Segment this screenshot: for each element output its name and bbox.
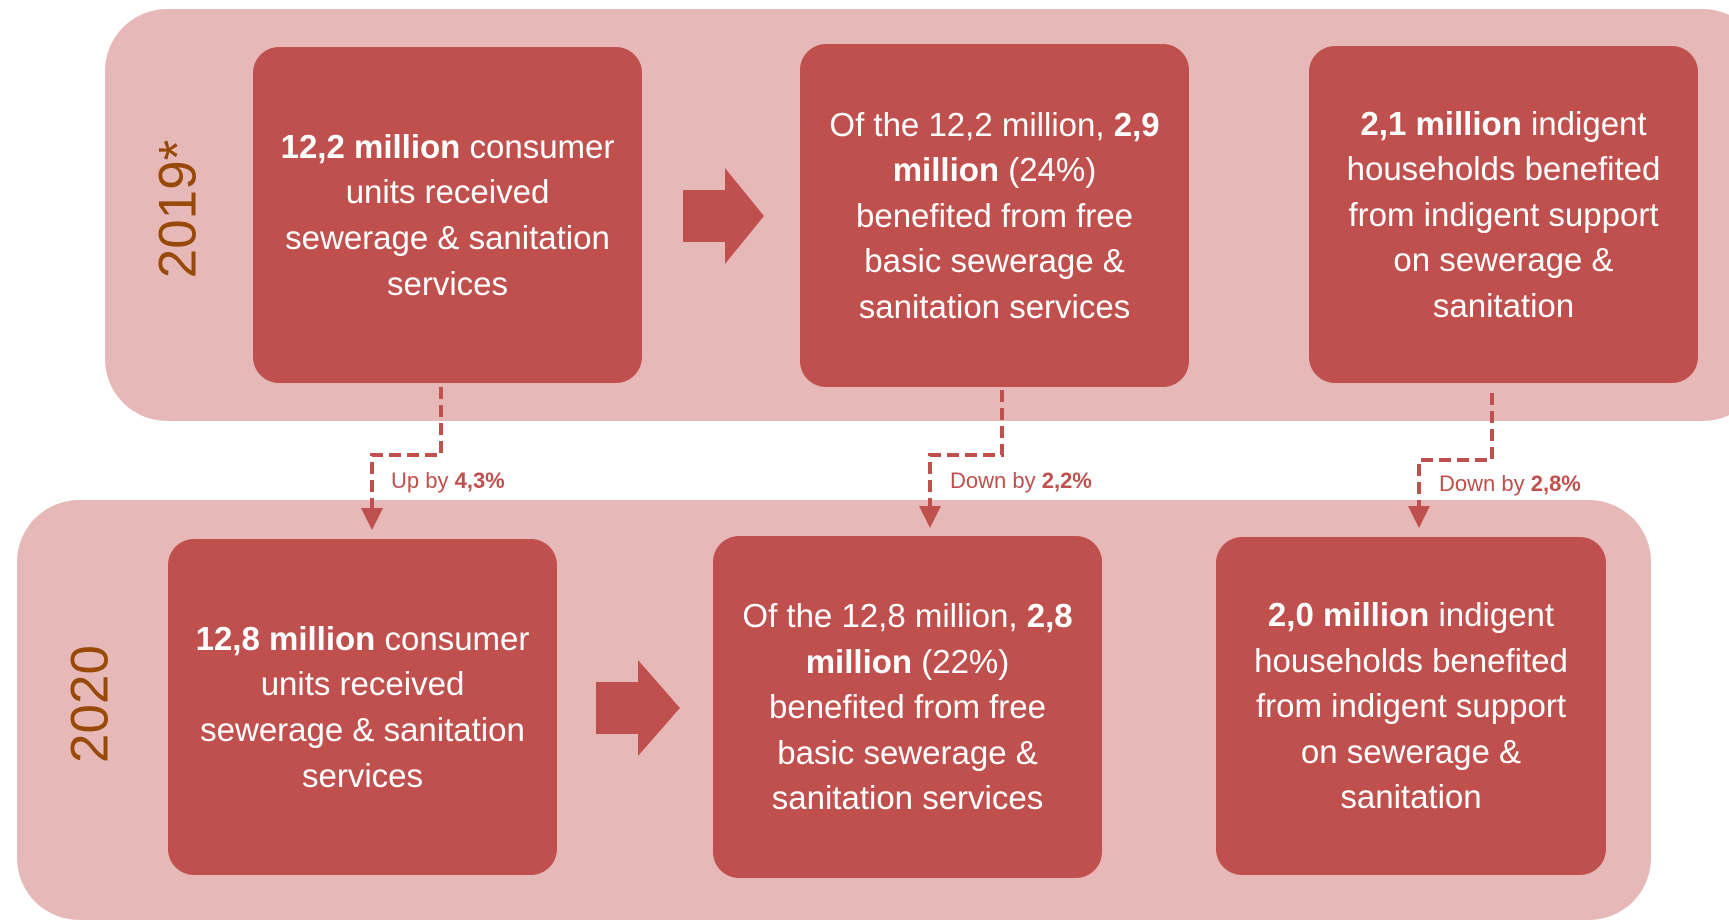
bold-text: 12,2 million: [280, 127, 461, 165]
dashed-connector: [928, 390, 1004, 510]
year-label: 2019*: [148, 139, 208, 279]
dashed-connector: [370, 387, 443, 512]
info-box: 12,2 million consumer units received sew…: [253, 47, 642, 383]
text: (24%) benefited from free basic sewerage…: [856, 151, 1133, 325]
bold-text: 2,9 million: [892, 105, 1160, 189]
info-box: Of the 12,2 million, 2,9 million (24%) b…: [800, 44, 1189, 387]
block-arrow: [683, 168, 764, 264]
bold-text: 2,1 million: [1360, 104, 1522, 142]
change-label: Down by 2,2%: [950, 468, 1092, 494]
change-label: Up by 4,3%: [391, 468, 505, 494]
text: Up by 4,3%: [391, 468, 505, 493]
text: Of the 12,8 million,: [742, 597, 1027, 635]
text: Down by: [950, 468, 1042, 493]
block-arrow: [596, 660, 680, 756]
info-box: Of the 12,8 million, 2,8 million (22%) b…: [713, 536, 1102, 878]
text: consumer units received sewerage & sanit…: [200, 619, 530, 794]
bold-text: 2,2%: [1041, 468, 1092, 493]
bold-text: 2,0 million: [1267, 596, 1430, 634]
info-box: 12,8 million consumer units received sew…: [168, 539, 557, 875]
text: Up by: [391, 468, 455, 493]
text: Down by 2,2%: [950, 468, 1092, 493]
text: (22%) benefited from free basic sewerage…: [769, 642, 1046, 817]
text: Of the 12,8 million, 2,8 million (22%) b…: [735, 593, 1080, 821]
text: 2,0 million indigent households benefite…: [1238, 592, 1584, 820]
text: consumer units received sewerage & sanit…: [285, 127, 615, 302]
bold-text: 4,3%: [454, 468, 505, 493]
text: Down by 2,8%: [1439, 471, 1581, 496]
arrow-head: [919, 506, 941, 528]
info-box: 2,0 million indigent households benefite…: [1216, 537, 1606, 875]
text: Of the 12,2 million, 2,9 million (24%) b…: [822, 102, 1167, 330]
arrow-head: [1408, 506, 1430, 528]
text: Down by: [1439, 471, 1531, 496]
text: 12,2 million consumer units received sew…: [275, 124, 620, 306]
bold-text: 2,8%: [1530, 471, 1581, 496]
dashed-connector: [1417, 393, 1494, 510]
year-label: 2020: [60, 645, 120, 763]
arrow-head: [361, 508, 383, 530]
text: 2,1 million indigent households benefite…: [1331, 101, 1676, 329]
text: indigent households benefited from indig…: [1254, 596, 1568, 816]
text: 12,8 million consumer units received sew…: [190, 616, 535, 798]
text: Of the 12,2 million,: [829, 105, 1114, 143]
bold-text: 12,8 million: [195, 619, 376, 657]
text: indigent households benefited from indig…: [1346, 104, 1661, 324]
bold-text: 2,8 million: [805, 597, 1073, 680]
info-box: 2,1 million indigent households benefite…: [1309, 46, 1698, 383]
change-label: Down by 2,8%: [1439, 471, 1581, 497]
